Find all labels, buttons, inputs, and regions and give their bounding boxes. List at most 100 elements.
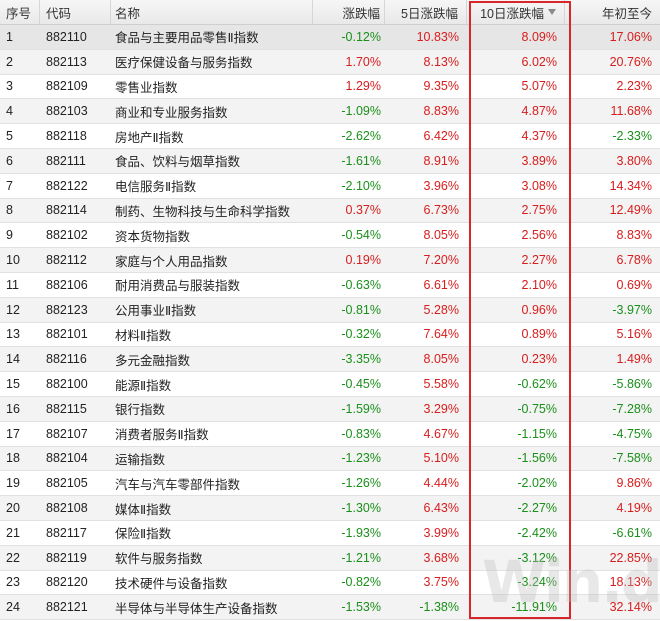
table-row[interactable]: 7 882122 电信服务Ⅱ指数 -2.10% 3.96% 3.08% 14.34% [0,173,660,199]
cell-ytd: 8.83% [616,228,652,243]
cell-ytd: 1.49% [616,352,652,367]
column-header-name-label: 名称 [115,6,141,21]
cell-5day-change: 3.75% [423,575,459,590]
column-header-index-label: 序号 [6,6,32,21]
cell-5day-change: 6.42% [423,129,459,144]
cell-name: 消费者服务Ⅱ指数 [115,428,209,443]
table-row[interactable]: 9 882102 资本货物指数 -0.54% 8.05% 2.56% 8.83% [0,223,660,249]
cell-change: 0.19% [345,253,381,268]
column-header-index[interactable]: 序号 [0,0,40,24]
cell-change: -1.53% [341,600,381,615]
cell-5day-change: 3.96% [423,178,459,193]
cell-index: 9 [6,228,13,243]
table-row[interactable]: 2 882113 医疗保健设备与服务指数 1.70% 8.13% 6.02% 20.76% [0,49,660,75]
sort-descending-icon [548,9,556,15]
column-header-10day-change[interactable]: 10日涨跌幅 [467,0,565,24]
cell-change: -1.23% [341,451,381,466]
cell-name: 家庭与个人用品指数 [115,254,228,269]
cell-ytd: 11.68% [610,104,652,119]
cell-name: 运输指数 [115,452,166,467]
cell-10day-change: -1.15% [517,426,557,441]
cell-code: 882109 [46,79,88,94]
cell-code: 882114 [46,203,87,218]
table-row[interactable]: 15 882100 能源Ⅱ指数 -0.45% 5.58% -0.62% -5.86% [0,372,660,397]
cell-10day-change: 2.10% [521,277,557,292]
cell-10day-change: 6.02% [521,54,557,69]
table-row[interactable]: 19 882105 汽车与汽车零部件指数 -1.26% 4.44% -2.02% 9.86% [0,471,660,497]
table-row[interactable]: 5 882118 房地产Ⅱ指数 -2.62% 6.42% 4.37% -2.33% [0,124,660,149]
cell-name: 资本货物指数 [115,229,191,244]
table-row[interactable]: 14 882116 多元金融指数 -3.35% 8.05% 0.23% 1.49% [0,347,660,373]
column-header-code[interactable]: 代码 [40,0,111,24]
table-row[interactable]: 1 882110 食品与主要用品零售Ⅱ指数 -0.12% 10.83% 8.09% 17.0… [0,25,660,50]
cell-5day-change: 4.44% [423,476,459,491]
cell-10day-change: 5.07% [521,79,557,94]
table-row[interactable]: 20 882108 媒体Ⅱ指数 -1.30% 6.43% -2.27% 4.19% [0,496,660,521]
table-row[interactable]: 17 882107 消费者服务Ⅱ指数 -0.83% 4.67% -1.15% -4.75% [0,421,660,447]
cell-10day-change: 0.96% [521,302,557,317]
cell-ytd: -4.75% [612,426,652,441]
cell-index: 19 [6,476,20,491]
column-header-code-label: 代码 [46,6,72,21]
cell-code: 882117 [46,525,87,540]
cell-index: 23 [6,575,20,590]
cell-ytd: -6.61% [612,525,652,540]
cell-code: 882122 [46,178,88,193]
cell-code: 882106 [46,277,88,292]
cell-10day-change: 4.37% [521,129,557,144]
cell-change: -1.21% [341,550,381,565]
table-row[interactable]: 10 882112 家庭与个人用品指数 0.19% 7.20% 2.27% 6.78% [0,248,660,273]
cell-change: -2.10% [341,178,381,193]
cell-ytd: 14.34% [609,178,652,193]
cell-10day-change: -0.75% [517,401,557,416]
cell-name: 食品、饮料与烟草指数 [115,155,241,170]
cell-10day-change: 2.56% [521,228,557,243]
cell-code: 882108 [46,501,88,516]
cell-index: 10 [6,253,20,268]
cell-code: 882104 [46,451,88,466]
cell-5day-change: 6.43% [423,501,459,516]
cell-ytd: 3.80% [616,153,652,168]
cell-name: 零售业指数 [115,80,178,95]
column-header-change[interactable]: 涨跌幅 [313,0,385,24]
table-row[interactable]: 6 882111 食品、饮料与烟草指数 -1.61% 8.91% 3.89% 3.80% [0,148,660,174]
cell-5day-change: 10.83% [416,29,459,44]
column-header-name[interactable]: 名称 [111,0,313,24]
cell-change: 1.70% [345,54,381,69]
table-row[interactable]: 13 882101 材料Ⅱ指数 -0.32% 7.64% 0.89% 5.16% [0,322,660,348]
cell-code: 882112 [46,253,87,268]
table-row[interactable]: 3 882109 零售业指数 1.29% 9.35% 5.07% 2.23% [0,74,660,100]
cell-ytd: -7.58% [612,451,652,466]
cell-code: 882102 [46,228,88,243]
table-row[interactable]: 16 882115 银行指数 -1.59% 3.29% -0.75% -7.28% [0,396,660,422]
column-header-5day-change[interactable]: 5日涨跌幅 [385,0,467,24]
cell-name: 公用事业Ⅱ指数 [115,304,197,319]
cell-10day-change: 0.89% [521,327,557,342]
table-row[interactable]: 12 882123 公用事业Ⅱ指数 -0.81% 5.28% 0.96% -3.97% [0,297,660,323]
table-row[interactable]: 11 882106 耐用消费品与服装指数 -0.63% 6.61% 2.10% 0.69% [0,272,660,298]
column-header-ytd-label: 年初至今 [601,6,652,21]
table-row[interactable]: 4 882103 商业和专业服务指数 -1.09% 8.83% 4.87% 11.68% [0,99,660,125]
cell-10day-change: 3.08% [521,178,557,193]
cell-5day-change: 3.68% [423,550,459,565]
cell-index: 17 [6,426,20,441]
cell-10day-change: 2.75% [521,203,557,218]
column-header-5day-change-label: 5日涨跌幅 [401,6,458,21]
table-row[interactable]: 23 882120 技术硬件与设备指数 -0.82% 3.75% -3.24% 18.13% [0,570,660,596]
table-row[interactable]: 24 882121 半导体与半导体生产设备指数 -1.53% -1.38% -11.91%… [0,595,660,621]
cell-ytd: -3.97% [612,302,652,317]
cell-change: 1.29% [345,79,381,94]
cell-10day-change: -2.27% [517,501,557,516]
cell-name: 能源Ⅱ指数 [115,378,172,393]
cell-5day-change: 5.10% [423,451,459,466]
table-row[interactable]: 22 882119 软件与服务指数 -1.21% 3.68% -3.12% 22.85% [0,545,660,571]
table-row[interactable]: 8 882114 制药、生物科技与生命科学指数 0.37% 6.73% 2.75% 12.4… [0,198,660,224]
table-row[interactable]: 18 882104 运输指数 -1.23% 5.10% -1.56% -7.58% [0,446,660,472]
cell-5day-change: 8.05% [423,228,459,243]
cell-index: 3 [6,79,13,94]
cell-name: 保险Ⅱ指数 [115,527,172,542]
cell-10day-change: -3.12% [517,550,557,565]
column-header-ytd[interactable]: 年初至今 [565,0,660,24]
cell-10day-change: 2.27% [521,253,557,268]
table-row[interactable]: 21 882117 保险Ⅱ指数 -1.93% 3.99% -2.42% -6.61% [0,520,660,546]
